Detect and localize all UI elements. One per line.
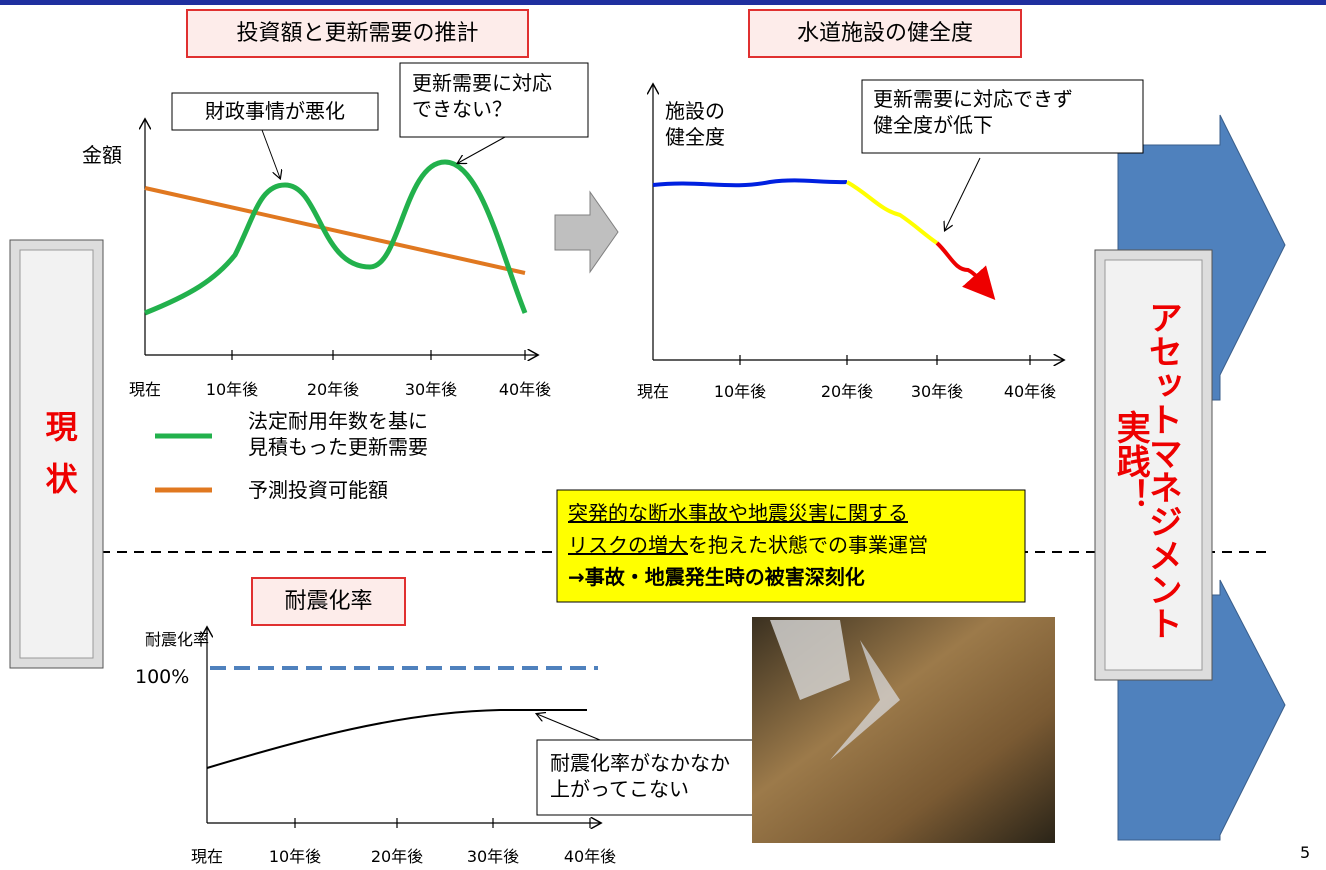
action-label: 実践！ xyxy=(1110,410,1151,512)
x-tick-label: 10年後 xyxy=(205,380,259,399)
chart-title: 水道施設の健全度 xyxy=(796,21,973,46)
chart-title: 耐震化率 xyxy=(284,589,373,614)
axes xyxy=(145,85,1063,828)
callout-arrow xyxy=(261,129,280,178)
callout-box xyxy=(536,739,771,816)
x-tick-label: 現在 xyxy=(636,382,669,401)
health-mid xyxy=(846,180,939,245)
quake-rate-curve xyxy=(206,709,587,769)
demand-curve xyxy=(144,159,528,316)
callout-arrow xyxy=(945,157,981,230)
x-tick-label: 40年後 xyxy=(563,847,617,866)
photo-detail xyxy=(830,640,900,760)
callout: 更新需要に対応できず 健全度が低下 xyxy=(873,87,1073,137)
status-label: 現状 xyxy=(40,410,79,514)
investment-line xyxy=(144,186,526,275)
x-tick-label: 20年後 xyxy=(306,380,360,399)
x-tick-label: 現在 xyxy=(190,847,223,866)
level-label: 100% xyxy=(135,666,190,688)
health-good xyxy=(652,178,848,188)
callout: 耐震化率がなかなか 上がってこない xyxy=(550,751,730,801)
x-tick-label: 40年後 xyxy=(1003,382,1057,401)
callout-box xyxy=(171,92,379,131)
x-tick-label: 20年後 xyxy=(370,847,424,866)
risk-line: リスクの増大 xyxy=(568,533,688,557)
callout-box xyxy=(861,79,1144,154)
chart-title: 投資額と更新需要の推計 xyxy=(236,21,479,46)
top-bar xyxy=(0,0,1326,5)
title-box xyxy=(251,577,406,626)
risk-box xyxy=(556,489,1026,603)
photo-detail xyxy=(770,620,850,700)
callout-arrow xyxy=(537,714,601,741)
axis-label: 金額 xyxy=(82,143,122,167)
legend-entry: 法定耐用年数を基に 見積もった更新需要 xyxy=(248,409,428,459)
action-label: アセットマネジメント xyxy=(1142,300,1183,640)
axis-label: 耐震化率 xyxy=(145,630,210,649)
title-box xyxy=(748,9,1022,58)
callout: 更新需要に対応 できない？ xyxy=(412,71,552,121)
x-tick-label: 10年後 xyxy=(268,847,322,866)
x-tick-label: 30年後 xyxy=(910,382,964,401)
x-tick-label: 30年後 xyxy=(466,847,520,866)
x-tick-label: 10年後 xyxy=(713,382,767,401)
transition-arrow xyxy=(554,190,619,274)
status-inner xyxy=(19,249,94,659)
page-number: 5 xyxy=(1300,843,1311,862)
x-tick-label: 現在 xyxy=(128,380,161,399)
risk-line: 突発的な断水事故や地震災害に関する xyxy=(568,501,908,525)
callout: 財政事情が悪化 xyxy=(205,99,345,123)
health-bad xyxy=(935,241,996,300)
risk-line: →事故・地震発生時の被害深刻化 xyxy=(568,565,865,589)
x-tick-label: 40年後 xyxy=(498,380,552,399)
legend-entry: 予測投資可能額 xyxy=(248,478,388,502)
x-tick-label: 20年後 xyxy=(820,382,874,401)
risk-line: を抱えた状態での事業運営 xyxy=(688,533,928,557)
title-box xyxy=(186,9,529,58)
risk-text: 突発的な断水事故や地震災害に関する リスクの増大を抱えた状態での事業運営 →事故・地… xyxy=(568,497,928,593)
callout-box xyxy=(399,62,589,138)
action-inner xyxy=(1104,259,1203,671)
x-tick-label: 30年後 xyxy=(404,380,458,399)
callout-arrow xyxy=(458,136,506,163)
axis-label: 施設の 健全度 xyxy=(665,99,725,149)
